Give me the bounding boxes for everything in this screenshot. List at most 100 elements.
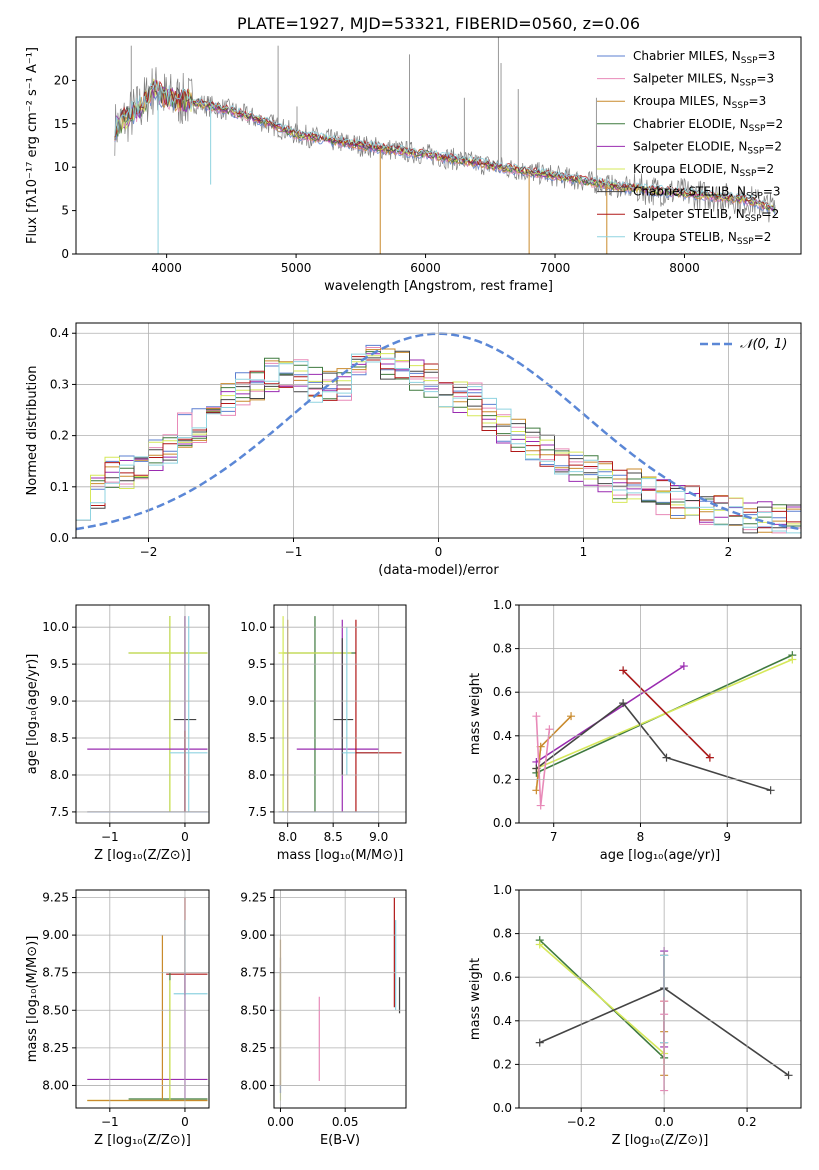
weight-point-marker bbox=[532, 712, 541, 721]
plot-area bbox=[532, 651, 797, 810]
chart-title: PLATE=1927, MJD=53321, FIBERID=0560, z=0… bbox=[237, 14, 640, 33]
x-tick-label: −1 bbox=[285, 545, 303, 559]
legend-label: Kroupa MILES, N bbox=[633, 94, 732, 108]
y-tick-label: 0.0 bbox=[50, 531, 69, 545]
y-tick-label: 0 bbox=[61, 247, 69, 261]
legend-label: Salpeter MILES, N bbox=[633, 72, 740, 86]
x-tick-label: 0.0 bbox=[655, 1115, 674, 1129]
legend-entry: Salpeter MILES, NSSP=3 bbox=[633, 72, 774, 89]
y-tick-label: 9.25 bbox=[240, 891, 267, 905]
y-tick-label: 0.8 bbox=[493, 927, 512, 941]
y-axis-label: mass weight bbox=[468, 958, 483, 1040]
y-tick-label: 9.00 bbox=[240, 928, 267, 942]
y-axis-label: age [log₁₀(age/yr)] bbox=[25, 654, 40, 775]
y-tick-label: 20 bbox=[54, 73, 69, 87]
y-tick-label: 8.75 bbox=[42, 966, 69, 980]
legend-suffix: =3 bbox=[763, 185, 781, 199]
x-tick-label: 0.2 bbox=[738, 1115, 757, 1129]
x-tick-label: −2 bbox=[140, 545, 158, 559]
y-tick-label: 5 bbox=[61, 204, 69, 218]
y-tick-label: 9.5 bbox=[50, 657, 69, 671]
legend-entry: Salpeter STELIB, NSSP=2 bbox=[633, 207, 779, 224]
weight-point-marker bbox=[784, 1071, 793, 1080]
y-tick-label: 0.3 bbox=[50, 377, 69, 391]
legend-suffix: =2 bbox=[756, 162, 774, 176]
y-tick-label: 9.25 bbox=[42, 891, 69, 905]
y-tick-label: 8.0 bbox=[248, 768, 267, 782]
weight-point-marker bbox=[567, 712, 576, 721]
y-tick-label: 0.0 bbox=[493, 1101, 512, 1115]
x-tick-label: 0.05 bbox=[332, 1115, 359, 1129]
legend-sub: SSP bbox=[737, 237, 754, 247]
x-tick-label: 2 bbox=[725, 545, 733, 559]
legend-sub: SSP bbox=[740, 79, 757, 89]
legend-sub: SSP bbox=[746, 192, 763, 202]
weight-point-marker bbox=[788, 655, 797, 664]
legend-label: Chabrier MILES, N bbox=[633, 49, 741, 63]
y-tick-label: 0.4 bbox=[493, 729, 512, 743]
x-axis-label: Z [log₁₀(Z/Z⊙)] bbox=[94, 1133, 191, 1148]
y-tick-label: 10 bbox=[54, 160, 69, 174]
weight-point-marker bbox=[535, 940, 544, 949]
legend-sub: SSP bbox=[749, 124, 766, 134]
weight-series-line bbox=[535, 665, 685, 763]
panel-weight-vs-age: 7 8 9 0.0 0.2 0.4 0.6 0.8 1.0 age [log₁₀(age/yr)]… bbox=[468, 598, 802, 863]
weight-point-marker bbox=[619, 699, 628, 708]
x-tick-label: 9 bbox=[723, 830, 731, 844]
legend-sub: SSP bbox=[745, 214, 762, 224]
axes-frame bbox=[75, 36, 802, 255]
y-tick-label: 8.00 bbox=[42, 1078, 69, 1092]
weight-point-marker bbox=[535, 1038, 544, 1047]
y-tick-label: 9.0 bbox=[248, 694, 267, 708]
y-tick-label: 1.0 bbox=[493, 883, 512, 897]
spectrum-data bbox=[114, 67, 776, 223]
weight-series-line bbox=[536, 658, 793, 770]
axes-frame bbox=[75, 322, 802, 539]
axes-frame bbox=[273, 889, 407, 1109]
y-tick-label: 10.0 bbox=[42, 620, 69, 634]
y-axis-label: mass weight bbox=[468, 673, 483, 755]
legend-entry: Chabrier ELODIE, NSSP=2 bbox=[633, 117, 783, 134]
weight-point-marker bbox=[545, 725, 554, 734]
y-tick-label: 8.50 bbox=[240, 1003, 267, 1017]
weight-point-marker bbox=[679, 662, 688, 671]
legend-suffix: =3 bbox=[749, 94, 767, 108]
weight-point-marker bbox=[536, 801, 545, 810]
y-tick-label: 9.00 bbox=[42, 928, 69, 942]
legend-label: Chabrier ELODIE, N bbox=[633, 117, 749, 131]
legend-sub: SSP bbox=[741, 56, 758, 66]
x-tick-label: 9.0 bbox=[369, 830, 388, 844]
y-tick-label: 9.5 bbox=[248, 657, 267, 671]
y-tick-label: 7.5 bbox=[248, 805, 267, 819]
y-tick-label: 0.2 bbox=[493, 772, 512, 786]
y-tick-label: 8.5 bbox=[248, 731, 267, 745]
axes-frame bbox=[518, 604, 802, 824]
legend-label: Kroupa ELODIE, N bbox=[633, 162, 740, 176]
weight-series-line bbox=[622, 669, 711, 759]
plot-area bbox=[87, 897, 208, 1102]
legend-suffix: =3 bbox=[756, 72, 774, 86]
x-axis-label: Z [log₁₀(Z/Z⊙)] bbox=[612, 1133, 709, 1148]
y-tick-label: 8.00 bbox=[240, 1078, 267, 1092]
y-tick-label: 0.6 bbox=[493, 970, 512, 984]
panel-age-vs-Z: −1 0 7.5 8.0 8.5 9.0 9.5 10.0 Z [log₁₀(Z/Z⊙)] age… bbox=[25, 604, 210, 863]
weight-point-marker bbox=[532, 786, 541, 795]
x-tick-label: 6000 bbox=[410, 261, 441, 275]
x-tick-label: 4000 bbox=[151, 261, 182, 275]
legend-suffix: =2 bbox=[754, 230, 772, 244]
y-tick-label: 8.5 bbox=[50, 731, 69, 745]
legend-suffix: =2 bbox=[762, 207, 780, 221]
x-axis-label: mass [log₁₀(M/M⊙)] bbox=[277, 848, 404, 863]
y-tick-label: 0.1 bbox=[50, 480, 69, 494]
legend-label: Chabrier STELIB, N bbox=[633, 185, 746, 199]
legend-label: Salpeter STELIB, N bbox=[633, 207, 745, 221]
plot-area bbox=[279, 897, 401, 1101]
x-axis-label: Z [log₁₀(Z/Z⊙)] bbox=[94, 848, 191, 863]
x-axis-label: (data-model)/error bbox=[378, 563, 499, 578]
plot-area bbox=[114, 37, 776, 254]
x-axis-label: wavelength [Angstrom, rest frame] bbox=[324, 279, 553, 294]
axes-frame bbox=[75, 889, 210, 1109]
x-tick-label: −1 bbox=[101, 1115, 119, 1129]
